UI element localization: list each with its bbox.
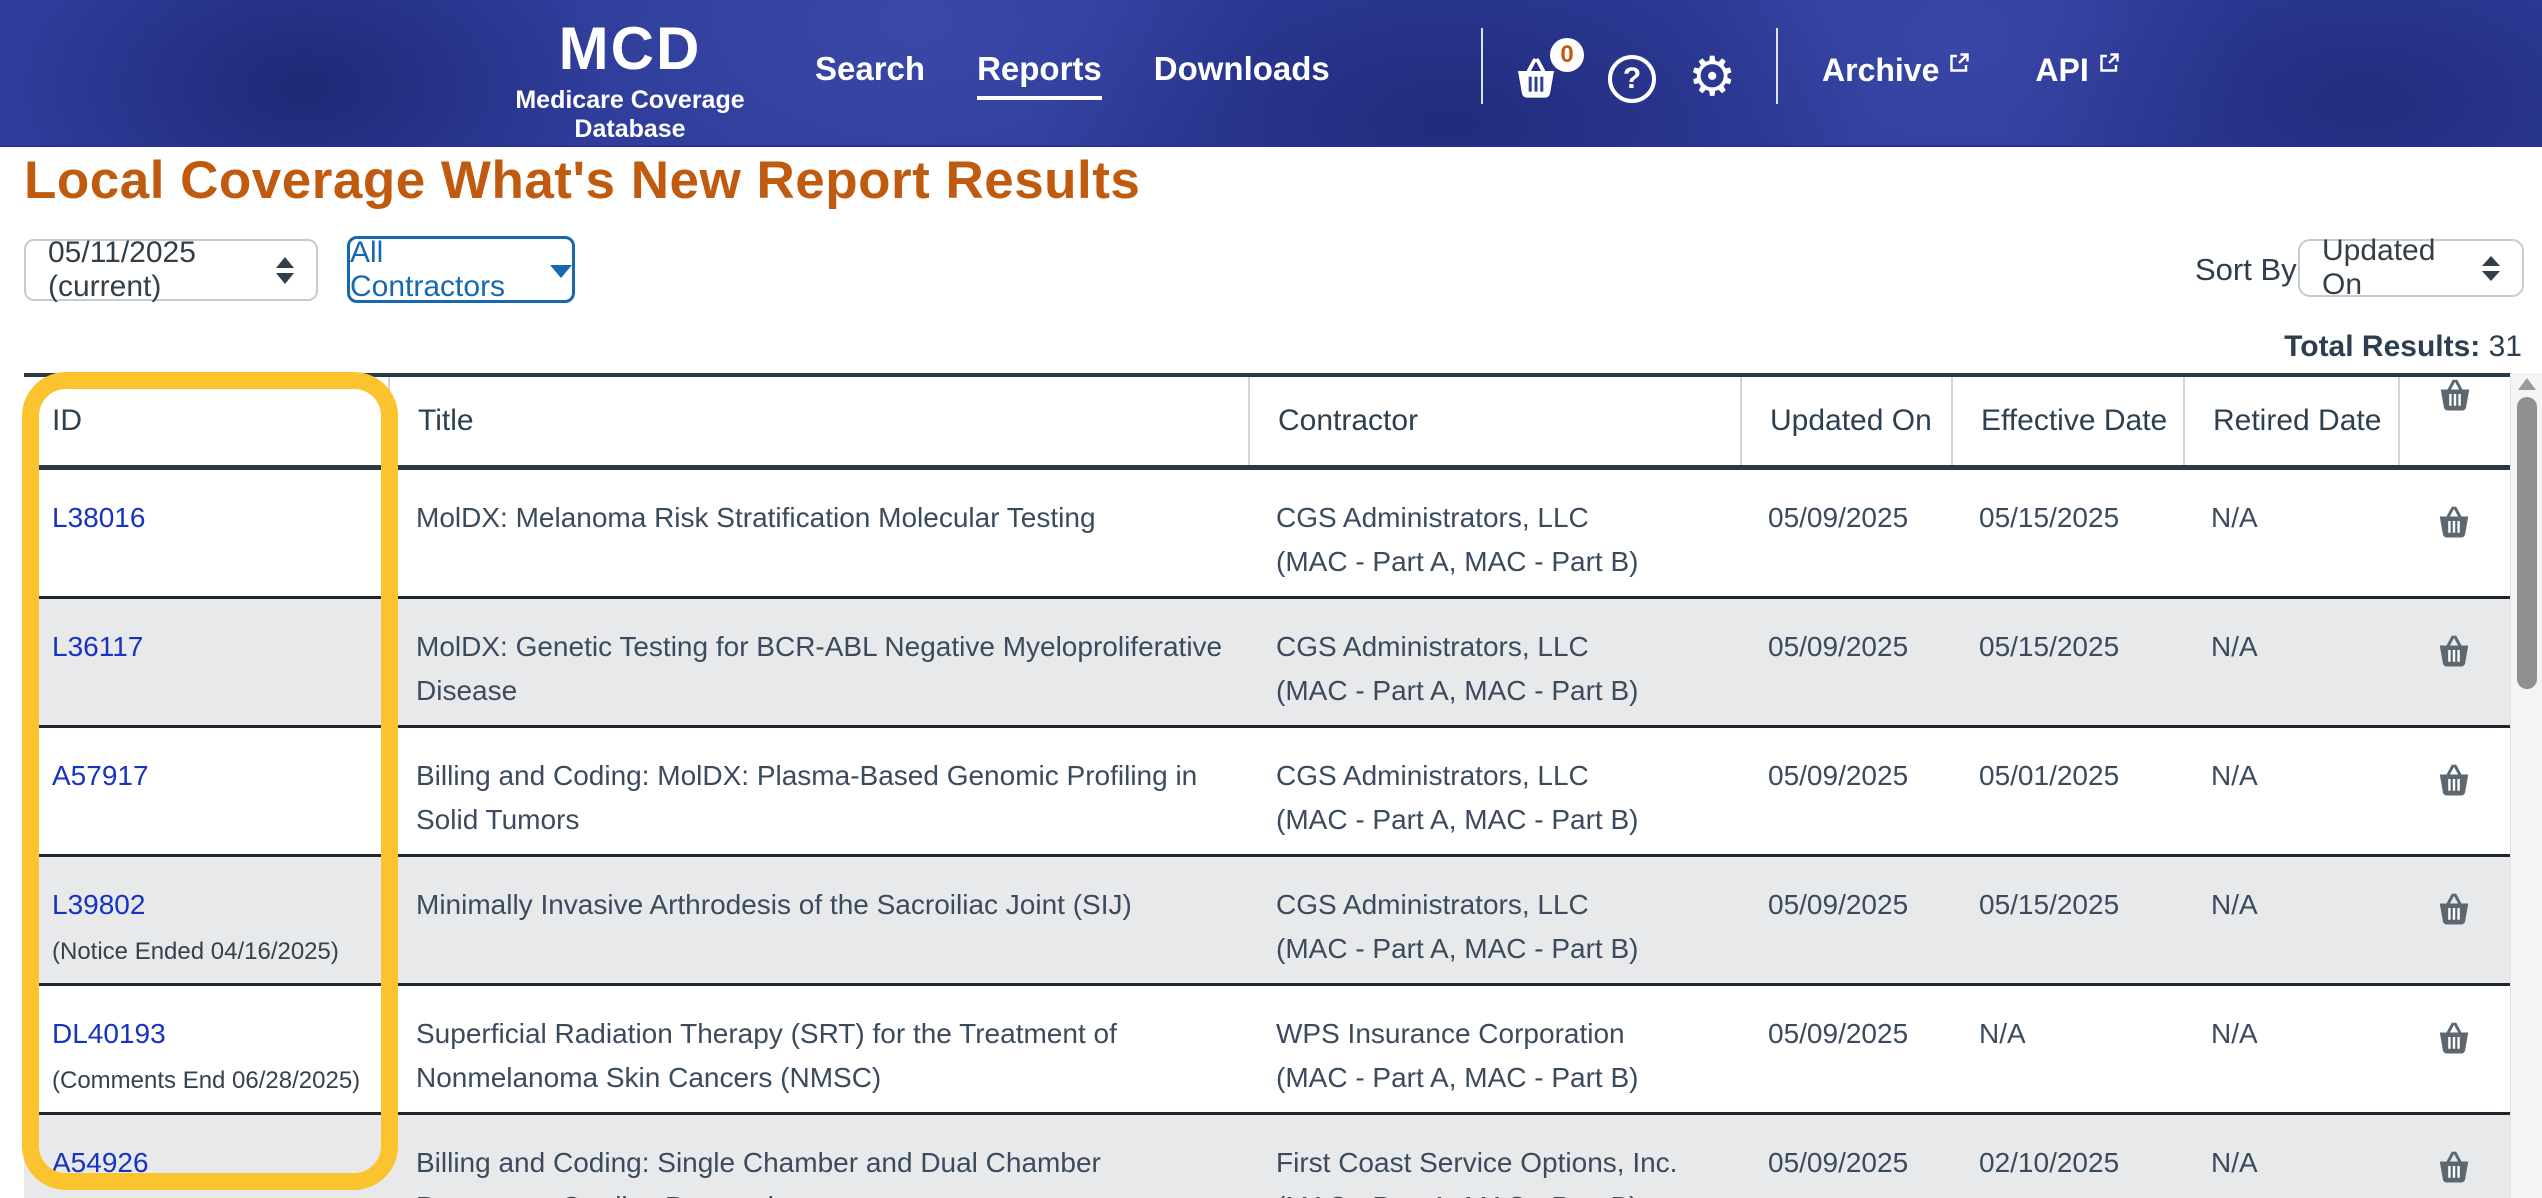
- effective-date: N/A: [1979, 1018, 2026, 1049]
- retired-date: N/A: [2211, 760, 2258, 791]
- contractor-parts: (MAC - Part A, MAC - Part B): [1276, 1062, 1639, 1093]
- retired-date: N/A: [2211, 1147, 2258, 1178]
- chevron-down-icon: [550, 265, 572, 278]
- retired-date: N/A: [2211, 631, 2258, 662]
- effective-date: 05/01/2025: [1979, 760, 2120, 791]
- col-header-effective-date: Effective Date: [1951, 377, 2183, 465]
- updated-on: 05/09/2025: [1768, 502, 1909, 533]
- updated-on: 05/09/2025: [1768, 760, 1909, 791]
- record-title: Billing and Coding: MolDX: Plasma-Based …: [416, 760, 1198, 835]
- record-id-link[interactable]: L36117: [52, 631, 144, 662]
- record-id-link[interactable]: L38016: [52, 502, 146, 533]
- record-note: (Notice Ended 04/16/2025): [52, 938, 339, 965]
- contractor-name: CGS Administrators, LLC: [1276, 889, 1589, 920]
- row-basket-icon[interactable]: [2435, 1149, 2473, 1185]
- contractor-name: CGS Administrators, LLC: [1276, 502, 1589, 533]
- col-header-contractor: Contractor: [1248, 377, 1740, 465]
- nav-reports[interactable]: Reports: [977, 50, 1102, 100]
- record-note: (Comments End 06/28/2025): [52, 1067, 361, 1094]
- row-basket-icon[interactable]: [2435, 633, 2473, 669]
- record-title: Minimally Invasive Arthrodesis of the Sa…: [416, 889, 1132, 920]
- mcd-tagline: Medicare Coverage Database: [515, 86, 745, 143]
- mcd-logo-block[interactable]: MCD Medicare Coverage Database: [470, 18, 790, 144]
- mcd-logo: MCD: [558, 15, 702, 82]
- contractor-parts: (MAC - Part A, MAC - Part B): [1276, 675, 1639, 706]
- contractor-name: WPS Insurance Corporation: [1276, 1018, 1625, 1049]
- effective-date: 05/15/2025: [1979, 889, 2120, 920]
- updated-on: 05/09/2025: [1768, 1147, 1909, 1178]
- updated-on: 05/09/2025: [1768, 631, 1909, 662]
- record-id-link[interactable]: DL40193: [52, 1018, 166, 1049]
- contractor-name: CGS Administrators, LLC: [1276, 631, 1589, 662]
- row-basket-icon[interactable]: [2435, 891, 2473, 927]
- header-divider: [1776, 28, 1778, 104]
- sort-by-label: Sort By:: [2195, 252, 2306, 287]
- record-id-link[interactable]: L39802: [52, 889, 146, 920]
- contractor-name: First Coast Service Options, Inc.: [1276, 1147, 1678, 1178]
- external-link-icon: [1947, 46, 1971, 70]
- table-row: L36117 MolDX: Genetic Testing for BCR-AB…: [24, 596, 2510, 725]
- total-results-value: 31: [2488, 330, 2522, 363]
- record-title: MolDX: Melanoma Risk Stratification Mole…: [416, 502, 1096, 533]
- scrollbar-thumb[interactable]: [2517, 397, 2537, 689]
- table-row: L39802 (Notice Ended 04/16/2025) Minimal…: [24, 854, 2510, 983]
- table-header-row: ID Title Contractor Updated On Effective…: [24, 373, 2510, 470]
- total-results: Total Results: 31: [2284, 330, 2522, 364]
- table-row: DL40193 (Comments End 06/28/2025) Superf…: [24, 983, 2510, 1112]
- scroll-up-arrow-icon[interactable]: [2518, 378, 2536, 390]
- row-basket-icon[interactable]: [2435, 504, 2473, 540]
- scrollbar[interactable]: [2510, 373, 2542, 1198]
- archive-link[interactable]: Archive: [1822, 52, 1971, 89]
- nav-downloads[interactable]: Downloads: [1153, 50, 1330, 87]
- record-title: MolDX: Genetic Testing for BCR-ABL Negat…: [416, 631, 1223, 706]
- sort-select[interactable]: Updated On: [2298, 234, 2524, 301]
- nav-search[interactable]: Search: [815, 50, 926, 87]
- select-arrows-icon: [276, 256, 294, 284]
- col-header-id: ID: [52, 404, 82, 437]
- contractor-parts: (MAC - Part A, MAC - Part B): [1276, 546, 1639, 577]
- help-icon[interactable]: ?: [1608, 55, 1656, 103]
- record-id-link[interactable]: A57917: [52, 760, 149, 791]
- contractor-parts: (MAC - Part A, MAC - Part B): [1276, 1185, 1720, 1198]
- updated-on: 05/09/2025: [1768, 1018, 1909, 1049]
- retired-date: N/A: [2211, 889, 2258, 920]
- retired-date: N/A: [2211, 502, 2258, 533]
- settings-gear-icon[interactable]: ⚙: [1688, 45, 1737, 108]
- col-header-retired-date: Retired Date: [2183, 377, 2398, 465]
- external-link-icon: [2097, 46, 2121, 70]
- row-basket-icon[interactable]: [2435, 1020, 2473, 1056]
- main-nav: Search Reports Downloads: [815, 50, 1330, 100]
- top-banner: MCD Medicare Coverage Database Search Re…: [0, 0, 2542, 147]
- retired-date: N/A: [2211, 1018, 2258, 1049]
- effective-date: 05/15/2025: [1979, 502, 2120, 533]
- table-body: L38016 MolDX: Melanoma Risk Stratificati…: [24, 470, 2510, 1198]
- col-header-updated-on: Updated On: [1740, 377, 1951, 465]
- effective-date: 02/10/2025: [1979, 1147, 2120, 1178]
- basket-count-badge: 0: [1550, 38, 1584, 72]
- select-arrows-icon: [2482, 255, 2500, 281]
- total-results-label: Total Results:: [2284, 330, 2481, 363]
- results-table: ID Title Contractor Updated On Effective…: [24, 373, 2510, 1198]
- contractor-name: CGS Administrators, LLC: [1276, 760, 1589, 791]
- api-link[interactable]: API: [2035, 52, 2120, 89]
- col-header-title: Title: [388, 377, 1248, 465]
- record-title: Superficial Radiation Therapy (SRT) for …: [416, 1018, 1117, 1093]
- report-date-select[interactable]: 05/11/2025 (current): [24, 236, 318, 303]
- row-basket-icon[interactable]: [2435, 762, 2473, 798]
- basket-column-header-icon[interactable]: [2398, 377, 2510, 465]
- page-title: Local Coverage What's New Report Results: [24, 151, 1141, 210]
- table-row: A54926 Billing and Coding: Single Chambe…: [24, 1112, 2510, 1198]
- header-basket-icon[interactable]: 0: [1512, 38, 1584, 106]
- contractor-parts: (MAC - Part A, MAC - Part B): [1276, 933, 1639, 964]
- table-row: A57917 Billing and Coding: MolDX: Plasma…: [24, 725, 2510, 854]
- table-row: L38016 MolDX: Melanoma Risk Stratificati…: [24, 470, 2510, 596]
- effective-date: 05/15/2025: [1979, 631, 2120, 662]
- updated-on: 05/09/2025: [1768, 889, 1909, 920]
- header-divider: [1481, 28, 1483, 104]
- record-id-link[interactable]: A54926: [52, 1147, 149, 1178]
- contractors-dropdown-button[interactable]: All Contractors: [347, 236, 575, 303]
- record-title: Billing and Coding: Single Chamber and D…: [416, 1147, 1101, 1198]
- contractor-parts: (MAC - Part A, MAC - Part B): [1276, 804, 1639, 835]
